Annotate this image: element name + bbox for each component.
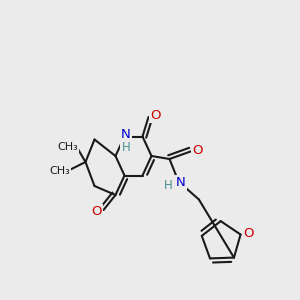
Text: CH₃: CH₃	[50, 166, 70, 176]
Text: H: H	[122, 141, 130, 154]
Text: H: H	[164, 178, 172, 192]
Text: O: O	[243, 226, 253, 239]
Text: O: O	[92, 205, 102, 218]
Text: N: N	[176, 176, 186, 190]
Text: N: N	[121, 128, 130, 141]
Text: CH₃: CH₃	[57, 142, 78, 152]
Text: O: O	[150, 109, 160, 122]
Text: O: O	[192, 143, 202, 157]
